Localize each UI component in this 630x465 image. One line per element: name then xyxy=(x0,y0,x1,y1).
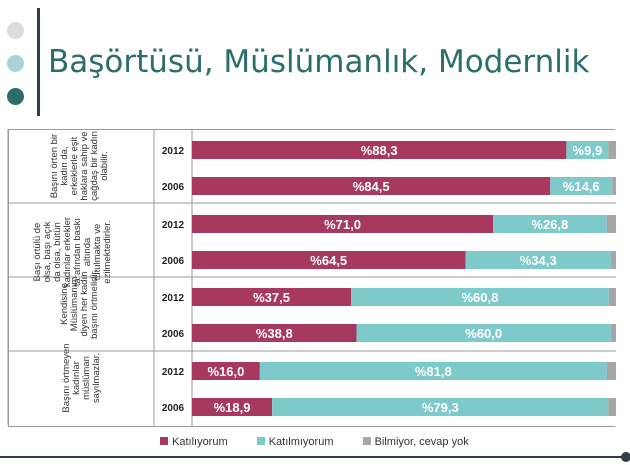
bar-unknown xyxy=(612,177,616,195)
bar-disagree xyxy=(550,177,613,195)
bar-value-label: %37,5 xyxy=(253,290,290,305)
legend-swatch-unknown xyxy=(362,437,371,445)
bar-value-label: %9,9 xyxy=(573,143,603,158)
bar-agree xyxy=(192,141,567,159)
bar-unknown xyxy=(606,215,616,233)
bar-value-label: %34,3 xyxy=(520,253,557,268)
bar-value-label: %64,5 xyxy=(310,253,347,268)
bar-disagree xyxy=(465,251,611,269)
bar-disagree xyxy=(566,141,609,159)
year-label: 2006 xyxy=(162,256,185,267)
bar-disagree xyxy=(259,362,607,380)
bar-unknown xyxy=(608,288,616,306)
bar-disagree xyxy=(493,215,607,233)
legend-item-agree: Katılıyorum xyxy=(160,436,228,448)
bar-unknown xyxy=(608,141,616,159)
bar-value-label: %60,0 xyxy=(465,326,502,341)
bar-value-label: %81,8 xyxy=(415,364,452,379)
year-label: 2006 xyxy=(162,182,185,193)
legend-label-unknown: Bilmiyor, cevap yok xyxy=(374,436,469,448)
bar-value-label: %38,8 xyxy=(256,326,293,341)
bar-value-label: %18,9 xyxy=(214,400,251,415)
bar-agree xyxy=(192,362,260,380)
decor-dot-3 xyxy=(7,88,24,105)
legend-swatch-disagree xyxy=(256,437,265,445)
bar-agree xyxy=(192,177,551,195)
year-label: 2012 xyxy=(162,367,185,378)
page-title: Başörtüsü, Müslümanlık, Modernlik xyxy=(48,44,590,80)
year-label: 2012 xyxy=(162,146,185,157)
bar-value-label: %16,0 xyxy=(207,364,244,379)
title-rule xyxy=(37,8,40,116)
bar-value-label: %88,3 xyxy=(361,143,398,158)
bottom-rule xyxy=(0,456,625,458)
bar-value-label: %71,0 xyxy=(324,217,361,232)
chart-frame-top xyxy=(8,129,615,130)
chart-frame-bottom xyxy=(8,426,615,427)
year-label: 2012 xyxy=(162,293,185,304)
year-label: 2006 xyxy=(162,403,185,414)
bar-unknown xyxy=(606,362,616,380)
bar-disagree xyxy=(356,324,611,342)
bar-value-label: %79,3 xyxy=(422,400,459,415)
year-label: 2012 xyxy=(162,220,185,231)
bar-unknown xyxy=(610,251,616,269)
bar-agree xyxy=(192,215,494,233)
bar-unknown xyxy=(610,324,616,342)
decor-dot-1 xyxy=(7,22,24,39)
legend-item-disagree: Katılmıyorum xyxy=(256,436,334,448)
bar-value-label: %60,8 xyxy=(461,290,498,305)
bar-value-label: %26,8 xyxy=(531,217,568,232)
bar-value-label: %84,5 xyxy=(353,179,390,194)
legend-label-disagree: Katılmıyorum xyxy=(268,436,334,448)
legend: Katılıyorum Katılmıyorum Bilmiyor, cevap… xyxy=(160,436,495,448)
bar-agree xyxy=(192,324,357,342)
bottom-rule-dot xyxy=(621,452,630,462)
year-label: 2006 xyxy=(162,329,185,340)
decor-dot-2 xyxy=(7,55,24,72)
bar-agree xyxy=(192,288,351,306)
bar-unknown xyxy=(608,398,616,416)
bar-disagree xyxy=(351,288,609,306)
bar-value-label: %14,6 xyxy=(563,179,600,194)
bar-agree xyxy=(192,398,273,416)
bar-disagree xyxy=(272,398,609,416)
bar-agree xyxy=(192,251,466,269)
legend-label-agree: Katılıyorum xyxy=(172,436,228,448)
legend-item-unknown: Bilmiyor, cevap yok xyxy=(362,436,469,448)
legend-swatch-agree xyxy=(160,437,168,445)
